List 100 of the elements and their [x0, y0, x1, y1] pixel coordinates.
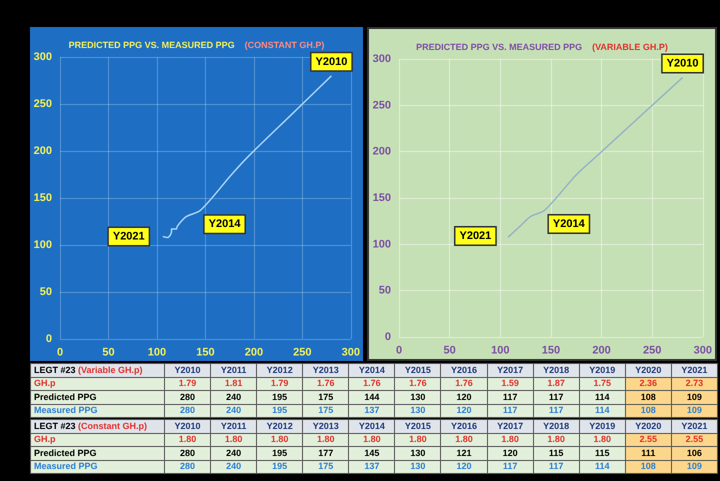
- text: 109: [686, 461, 702, 472]
- text: 175: [318, 405, 334, 416]
- text: LEGT #23: [34, 420, 77, 431]
- text: 117: [502, 392, 518, 402]
- text: LEGT #23: [34, 364, 77, 375]
- text: 120: [502, 448, 518, 458]
- chart-subtitle: (VARIABLE GH.P): [592, 42, 668, 52]
- x-tick-label: 150: [542, 344, 560, 356]
- y-tick-label: 300: [372, 53, 391, 65]
- text: 137: [364, 461, 380, 472]
- text: 109: [686, 392, 702, 402]
- category-label: Y2017: [487, 420, 534, 433]
- text: 145: [364, 448, 380, 458]
- text: 117: [548, 392, 564, 402]
- text: 1.80: [317, 434, 335, 444]
- x-tick-label: 200: [244, 346, 264, 358]
- text: 130: [410, 461, 426, 472]
- text: 1.81: [224, 378, 242, 388]
- text: 1.80: [409, 434, 427, 444]
- category-label: Y2015: [394, 364, 441, 377]
- category-label: Predicted PPG: [34, 392, 97, 402]
- text: 117: [502, 461, 518, 472]
- text: 175: [318, 392, 334, 402]
- text: 1.80: [178, 434, 196, 444]
- category-label: Y2012: [256, 420, 303, 433]
- text: 117: [548, 461, 564, 472]
- text: 177: [318, 448, 334, 458]
- category-label: Y2021: [671, 364, 718, 377]
- text: 1.76: [409, 378, 427, 388]
- text: 280: [180, 461, 196, 472]
- text: 195: [272, 405, 288, 416]
- x-tick-label: 300: [694, 344, 712, 356]
- text: 1.80: [455, 434, 473, 444]
- text: 108: [640, 461, 656, 472]
- category-label: Y2021: [671, 420, 718, 433]
- category-label: GH.p: [34, 434, 56, 444]
- text: 175: [318, 461, 334, 472]
- text: (Variable GH.p): [78, 364, 143, 375]
- category-label: Y2020: [625, 420, 672, 433]
- text: 1.79: [270, 378, 288, 388]
- x-tick-label: 250: [293, 346, 312, 358]
- x-tick-label: 50: [102, 346, 115, 358]
- category-label: Y2011: [210, 364, 257, 377]
- text: 115: [548, 448, 564, 458]
- annotation: Y2014: [552, 218, 586, 230]
- x-tick-label: 250: [643, 344, 662, 356]
- text: 106: [686, 448, 702, 458]
- text: 2.73: [686, 378, 704, 388]
- category-label: Y2018: [533, 364, 580, 377]
- category-label: Y2019: [579, 364, 626, 377]
- text: 195: [272, 461, 288, 472]
- category-label: Y2013: [302, 420, 349, 433]
- text: 195: [272, 448, 288, 458]
- y-tick-label: 100: [372, 238, 391, 250]
- text: 109: [686, 405, 702, 416]
- text: 117: [502, 405, 518, 416]
- category-label: Y2014: [348, 364, 395, 377]
- category-label: Measured PPG: [34, 461, 98, 472]
- text: 144: [364, 392, 380, 402]
- text: 2.55: [686, 434, 704, 444]
- x-tick-label: 300: [342, 346, 360, 358]
- y-tick-label: 0: [46, 333, 52, 345]
- y-tick-label: 100: [34, 239, 52, 251]
- text: 1.80: [363, 434, 381, 444]
- text: 1.87: [547, 378, 565, 388]
- x-tick-label: 150: [196, 346, 215, 358]
- annotation: Y2014: [208, 218, 242, 230]
- text: 280: [180, 448, 196, 458]
- text: 2.55: [640, 434, 658, 444]
- x-tick-label: 0: [396, 344, 402, 356]
- category-label: Y2016: [440, 420, 488, 433]
- text: 1.76: [363, 378, 381, 388]
- category-label: Y2017: [487, 364, 534, 377]
- text: 280: [180, 405, 196, 416]
- text: 1.80: [501, 434, 519, 444]
- text: 195: [272, 392, 288, 402]
- chart-title: PREDICTED PPG VS. MEASURED PPG: [416, 42, 582, 52]
- category-label: Y2013: [302, 364, 349, 377]
- x-tick-label: 200: [592, 344, 611, 356]
- text: 121: [456, 448, 472, 458]
- text: 240: [226, 405, 242, 416]
- text: 130: [410, 392, 426, 402]
- text: 1.59: [501, 378, 519, 388]
- x-tick-label: 50: [444, 344, 456, 356]
- x-tick-label: 0: [56, 346, 64, 358]
- category-label: Y2019: [579, 420, 626, 433]
- text: 114: [594, 461, 610, 472]
- text: 114: [594, 392, 610, 402]
- text: 240: [226, 461, 242, 472]
- text: 117: [548, 405, 564, 416]
- annotation: Y2010: [316, 56, 348, 68]
- text: 120: [456, 461, 472, 472]
- chart-title: PREDICTED PPG VS. MEASURED PPG: [68, 40, 235, 50]
- category-label: Y2014: [348, 420, 395, 433]
- text: 108: [640, 392, 656, 402]
- category-label: Predicted PPG: [34, 448, 97, 458]
- text: 137: [364, 405, 380, 416]
- text: 1.80: [547, 434, 565, 444]
- text: 120: [456, 392, 472, 402]
- text: 2.36: [640, 378, 658, 388]
